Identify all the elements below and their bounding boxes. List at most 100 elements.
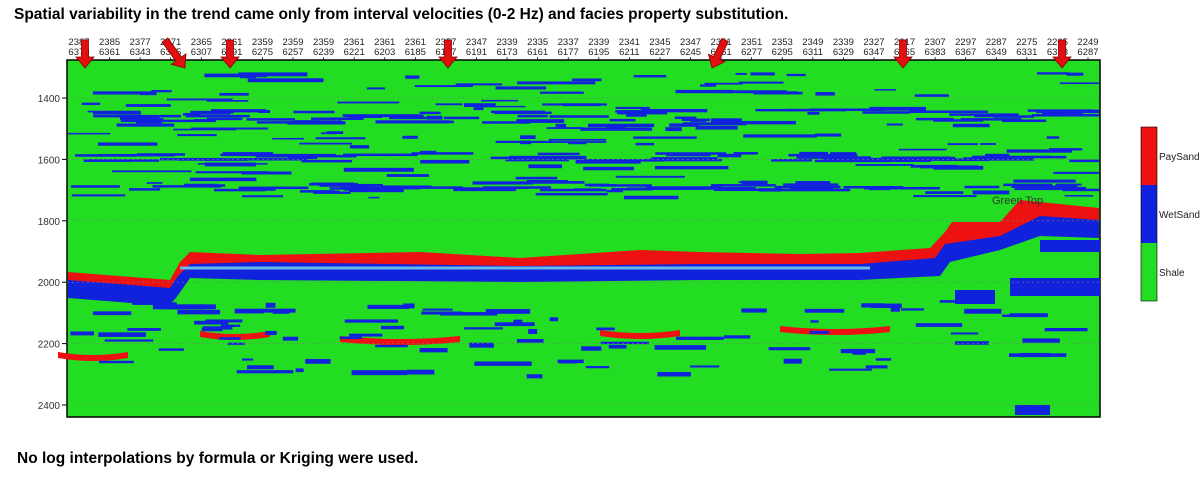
wet-sand-streak <box>985 153 1010 157</box>
wet-sand-streak <box>786 73 806 77</box>
wet-sand-streak <box>913 195 977 198</box>
legend-label-shale: Shale <box>1159 268 1185 279</box>
wet-sand-streak <box>654 345 707 350</box>
depth-tick-label: 1600 <box>38 155 61 166</box>
horizon-marker-line <box>180 266 870 270</box>
wet-sand-streak <box>132 302 177 305</box>
wet-sand-streak <box>949 113 1019 116</box>
wet-sand-streak <box>870 303 902 309</box>
wet-sand-streak <box>735 72 747 75</box>
horizon-label-green-top: Green Top <box>992 195 1043 207</box>
wet-sand-streak <box>520 135 536 139</box>
wet-sand-streak <box>533 181 585 184</box>
trace-label-bottom: 6347 <box>863 47 884 58</box>
wet-sand-streak <box>92 311 132 316</box>
wet-sand-streak <box>366 87 386 90</box>
trace-label-bottom: 6361 <box>99 47 120 58</box>
wet-sand-streak <box>368 196 380 199</box>
wet-sand-streak <box>485 309 531 314</box>
wet-sand-streak <box>799 151 829 155</box>
wet-sand-streak <box>234 308 264 314</box>
wet-sand-streak <box>900 308 924 311</box>
wet-sand-streak <box>623 195 679 200</box>
trace-label-top: 2377 <box>130 37 151 48</box>
wet-sand-streak <box>482 121 531 124</box>
wet-sand-streak <box>809 330 829 334</box>
trace-label-bottom: 6367 <box>955 47 976 58</box>
facies-bodies <box>58 72 1100 415</box>
wet-sand-streak <box>815 92 835 96</box>
wet-sand-streak <box>241 195 283 198</box>
wet-sand-streak <box>1022 338 1060 343</box>
wet-sand-streak <box>158 119 217 123</box>
wet-sand-streak <box>288 156 318 160</box>
trace-label-bottom: 6275 <box>252 47 273 58</box>
wet-sand-streak <box>829 368 872 371</box>
wet-sand-streak <box>287 121 346 125</box>
trace-label-top: 2327 <box>863 37 884 48</box>
wet-sand-streak <box>205 158 249 161</box>
wet-sand-streak <box>596 327 615 331</box>
wet-sand-streak <box>293 110 335 114</box>
wet-sand-streak <box>247 365 274 370</box>
wet-sand-streak <box>98 153 175 157</box>
trace-label-top: 2361 <box>405 37 426 48</box>
wet-sand-streak <box>704 82 743 85</box>
wet-sand-streak <box>1009 313 1048 318</box>
wet-sand-streak <box>195 171 269 174</box>
wet-sand-streak <box>1011 185 1078 188</box>
wet-sand-streak <box>571 78 602 82</box>
wet-sand-streak <box>206 117 243 121</box>
wet-sand-streak <box>539 91 584 94</box>
wet-sand-streak <box>305 358 331 364</box>
wet-sand-streak <box>585 159 622 162</box>
wet-sand-streak <box>177 309 221 315</box>
wet-sand-streak <box>464 327 503 330</box>
wet-sand-streak <box>535 192 608 196</box>
wet-sand-streak <box>869 187 891 191</box>
wet-sand-streak <box>699 84 717 87</box>
wet-sand-streak <box>863 186 940 190</box>
wet-sand-streak <box>580 127 653 131</box>
wet-sand-streak <box>329 187 357 190</box>
wet-sand-streak <box>980 143 996 145</box>
wet-sand-streak <box>309 183 359 186</box>
wet-sand-streak <box>71 185 120 188</box>
wet-sand-streak <box>513 319 523 325</box>
wet-sand-streak <box>481 99 519 102</box>
wet-sand-streak <box>1040 155 1067 159</box>
wet-sand-streak <box>472 181 534 185</box>
wet-sand-streak <box>914 94 949 97</box>
wet-sand-streak <box>909 110 988 113</box>
trace-label-bottom: 6195 <box>588 47 609 58</box>
wet-sand-streak <box>219 92 249 96</box>
wet-sand-streak <box>714 121 784 124</box>
wet-sand-streak <box>483 186 552 189</box>
trace-label-top: 2351 <box>741 37 762 48</box>
trace-label-top: 2275 <box>1016 37 1037 48</box>
wet-sand-streak <box>814 159 891 163</box>
well-arrow <box>220 39 240 69</box>
well-arrow <box>1052 39 1072 69</box>
trace-label-top: 2361 <box>344 37 365 48</box>
wet-sand-streak <box>112 170 192 173</box>
wet-sand-streak <box>771 159 813 162</box>
wet-sand-streak <box>848 157 909 161</box>
wet-sand-streak <box>654 165 729 170</box>
wet-sand-streak <box>542 103 607 106</box>
wet-sand-streak <box>463 103 496 108</box>
trace-label-bottom: 6191 <box>466 47 487 58</box>
wet-sand-streak <box>881 156 950 159</box>
wet-sand-streak <box>435 103 463 106</box>
trace-label-top: 2287 <box>986 37 1007 48</box>
wet-sand-streak <box>367 304 409 309</box>
wet-sand-streak <box>265 302 276 308</box>
wet-sand-streak <box>407 369 435 375</box>
wet-sand-streak <box>750 72 775 76</box>
wet-sand-streak <box>549 115 609 118</box>
trace-label-bottom: 6343 <box>130 47 151 58</box>
wet-sand-streak <box>241 171 292 175</box>
trace-label-top: 2249 <box>1077 37 1098 48</box>
wet-sand-streak <box>516 119 565 123</box>
